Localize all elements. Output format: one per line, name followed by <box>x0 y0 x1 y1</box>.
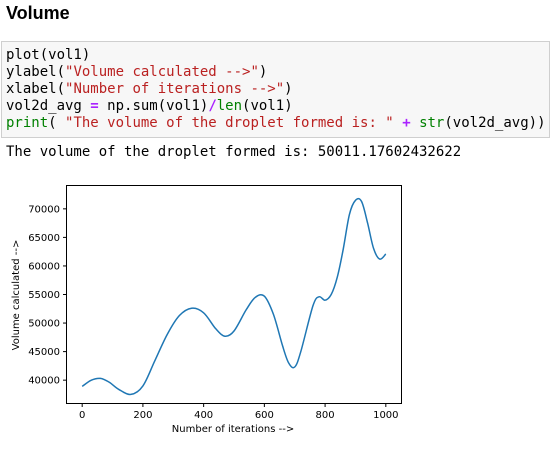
code-token: str <box>419 115 445 131</box>
code-token <box>411 115 419 131</box>
code-token: / <box>208 98 217 114</box>
y-tick-label: 45000 <box>28 347 60 358</box>
code-token: "Number of iterations -->" <box>65 81 285 97</box>
y-tick-label: 55000 <box>28 290 60 301</box>
x-axis-label: Number of iterations --> <box>172 424 294 435</box>
code-token: print <box>6 115 49 131</box>
code-token: "The volume of the droplet formed is: " <box>65 115 394 131</box>
code-line: xlabel("Number of iterations -->") <box>6 81 549 98</box>
code-token: np.sum(vol1) <box>98 98 209 114</box>
y-tick-label: 70000 <box>28 204 60 215</box>
code-token: "Volume calculated -->" <box>65 64 259 80</box>
plot-frame <box>66 185 402 404</box>
code-token: ) <box>258 64 268 80</box>
code-token: ylabel( <box>6 64 66 80</box>
code-token: len <box>216 98 243 114</box>
code-token: vol2d_avg <box>6 98 91 114</box>
x-tick-label: 400 <box>194 410 213 421</box>
cell-heading: Volume <box>6 3 70 23</box>
code-token: ) <box>284 81 293 97</box>
x-tick-label: 600 <box>255 410 274 421</box>
x-tick-label: 0 <box>79 410 85 421</box>
code-token: xlabel( <box>6 81 66 97</box>
code-line: ylabel("Volume calculated -->") <box>6 64 549 81</box>
code-token: (vol2d_avg)) <box>444 115 546 131</box>
y-tick-label: 60000 <box>28 261 60 272</box>
code-line: print( "The volume of the droplet formed… <box>6 115 549 132</box>
x-tick-label: 200 <box>133 410 152 421</box>
code-token: (vol1) <box>242 98 293 114</box>
code-cell[interactable]: plot(vol1) ylabel("Volume calculated -->"… <box>1 41 550 138</box>
code-token <box>394 115 402 131</box>
code-token: ( <box>48 115 66 131</box>
code-token: plot(vol1) <box>6 47 91 63</box>
y-axis-label: Volume calculated --> <box>11 240 22 351</box>
volume-line-chart: 0 200 400 600 800 1000 40000 45000 50000 55000 600… <box>11 185 402 435</box>
y-tick-label: 40000 <box>28 376 60 387</box>
code-line: vol2d_avg = np.sum(vol1)/len(vol1) <box>6 98 549 115</box>
code-token: = <box>90 98 99 114</box>
code-line: plot(vol1) <box>6 47 549 64</box>
y-tick-label: 50000 <box>28 319 60 330</box>
y-tick-label: 65000 <box>28 233 60 244</box>
x-tick-label: 1000 <box>373 410 398 421</box>
code-token: + <box>402 115 411 131</box>
x-tick-label: 800 <box>316 410 335 421</box>
series-line <box>81 197 387 396</box>
cell-output: The volume of the droplet formed is: 500… <box>6 144 462 160</box>
